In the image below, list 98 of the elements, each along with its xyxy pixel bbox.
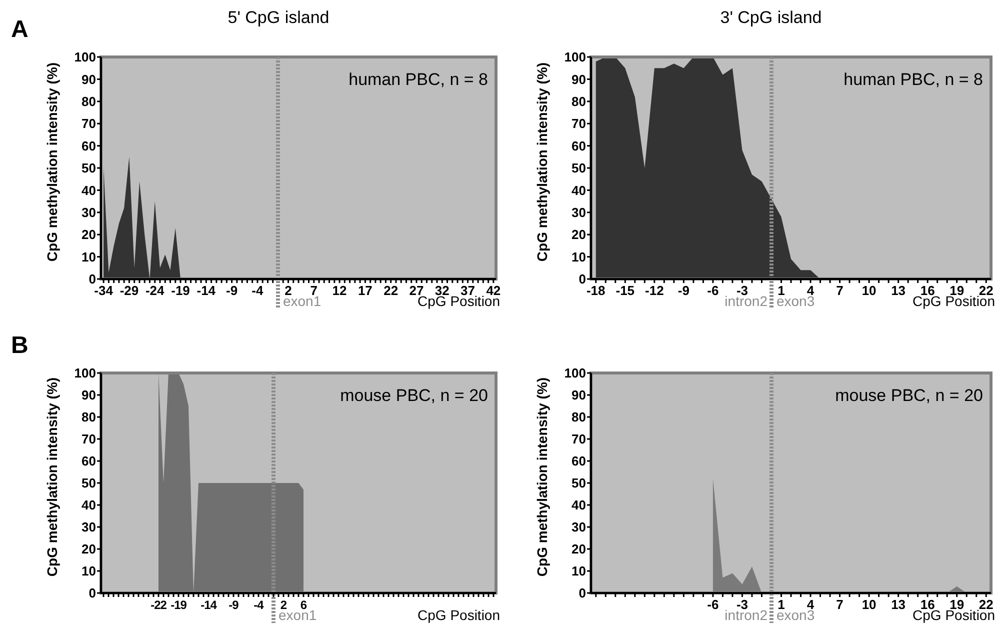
x-tick-label: -6 [707, 597, 719, 612]
y-tick-label: 40 [82, 182, 96, 198]
y-tick-label: 80 [572, 410, 586, 425]
x-tick-label: 7 [836, 597, 844, 612]
y-tick-label: 10 [82, 564, 96, 579]
y-tick-label: 50 [82, 160, 96, 176]
x-tick-label: 17 [358, 283, 372, 298]
x-tick-label: -19 [171, 283, 190, 298]
x-tick-label: -15 [616, 283, 635, 298]
x-tick-label: 2 [284, 283, 292, 298]
x-tick-label: 13 [891, 283, 906, 298]
x-tick-label: 7 [310, 283, 318, 298]
x-tick-label: -18 [586, 283, 606, 298]
y-tick-label: 30 [82, 520, 96, 535]
x-tick-label: 10 [862, 283, 876, 298]
y-tick-label: 20 [572, 227, 586, 242]
y-tick-label: 80 [82, 94, 96, 109]
x-tick-label: 6 [300, 598, 308, 612]
y-tick-label: 70 [82, 432, 96, 447]
y-tick-label: 20 [572, 542, 586, 557]
text: B [11, 332, 28, 359]
y-tick-label: 60 [82, 138, 96, 154]
x-tick-label: -3 [736, 597, 748, 612]
y-tick-label: 60 [572, 454, 586, 469]
y-tick-label: 10 [572, 249, 586, 264]
y-tick-label: 90 [572, 388, 586, 403]
chart-title: 5' CpG island [228, 8, 330, 27]
y-tick-label: 90 [572, 72, 586, 87]
x-tick-label: 37 [460, 283, 476, 298]
y-tick-label: 30 [82, 204, 96, 220]
y-tick-label: 100 [564, 50, 586, 65]
y-tick-label: 80 [82, 410, 96, 425]
y-tick-label: 50 [572, 476, 586, 491]
x-tick-label: -14 [196, 283, 216, 298]
x-tick-label: -3 [736, 283, 748, 298]
y-tick-label: 60 [572, 138, 586, 154]
x-tick-label: 13 [891, 597, 906, 612]
x-tick-label: 2 [280, 598, 288, 612]
annotation: human PBC, n = 8 [844, 70, 983, 89]
x-tick-label: 22 [978, 597, 994, 612]
x-tick-label: -29 [120, 283, 139, 298]
y-tick-label: 0 [88, 586, 96, 601]
x-tick-label: -9 [226, 283, 238, 298]
y-tick-label: 30 [572, 520, 586, 535]
x-tick-label: 1 [778, 597, 785, 612]
y-tick-label: 60 [82, 454, 96, 469]
x-tick-label: 42 [486, 283, 501, 298]
y-tick-label: 0 [578, 586, 586, 601]
x-tick-label: -9 [678, 283, 690, 298]
x-tick-label: 22 [384, 283, 398, 298]
y-axis-title: CpG methylation intensity (%) [44, 377, 60, 577]
x-tick-label: 16 [920, 597, 935, 612]
y-tick-label: 100 [74, 366, 96, 381]
annotation: mouse PBC, n = 20 [835, 386, 983, 405]
y-tick-label: 0 [88, 272, 96, 287]
x-tick-label: 1 [778, 283, 785, 298]
annotation: human PBC, n = 8 [348, 70, 488, 89]
x-tick-label: -4 [254, 598, 264, 612]
y-tick-label: 90 [82, 388, 96, 403]
y-tick-label: 100 [564, 366, 586, 381]
x-tick-label: -9 [228, 598, 240, 612]
x-tick-label: -4 [252, 283, 264, 298]
y-tick-label: 20 [82, 542, 96, 557]
y-tick-label: 30 [572, 204, 586, 220]
x-tick-label: 22 [978, 283, 994, 298]
chart-title: 3' CpG island [720, 8, 822, 27]
y-tick-label: 40 [572, 182, 586, 198]
x-tick-label: 7 [836, 283, 844, 298]
y-axis-title: CpG methylation intensity (%) [534, 62, 550, 262]
y-axis-title: CpG methylation intensity (%) [44, 62, 60, 262]
y-tick-label: 90 [82, 72, 96, 87]
y-tick-label: 20 [82, 227, 96, 242]
y-axis-title: CpG methylation intensity (%) [534, 377, 550, 577]
y-tick-label: 70 [572, 116, 586, 132]
y-tick-label: 10 [82, 249, 96, 264]
x-tick-label: -6 [707, 283, 719, 298]
x-tick-label: 12 [332, 283, 347, 298]
x-tick-label: -12 [645, 283, 664, 298]
x-tick-label: -34 [94, 283, 114, 298]
y-tick-label: 0 [578, 272, 586, 287]
x-tick-label: -24 [145, 283, 166, 298]
y-tick-label: 40 [572, 498, 586, 513]
x-axis-title: CpG Position [418, 607, 500, 623]
x-tick-label: -19 [170, 598, 188, 612]
y-tick-label: 40 [82, 498, 96, 513]
x-tick-label: -22 [150, 598, 168, 612]
x-tick-label: 10 [862, 597, 876, 612]
y-tick-label: 100 [74, 50, 96, 65]
x-tick-label: -14 [200, 598, 218, 612]
y-tick-label: 10 [572, 564, 586, 579]
text: A [11, 16, 28, 43]
y-tick-label: 50 [82, 476, 96, 491]
y-tick-label: 80 [572, 94, 586, 109]
y-tick-label: 70 [82, 116, 96, 132]
y-tick-label: 70 [572, 432, 586, 447]
y-tick-label: 50 [572, 160, 586, 176]
x-tick-label: 16 [920, 283, 935, 298]
annotation: mouse PBC, n = 20 [340, 386, 488, 405]
